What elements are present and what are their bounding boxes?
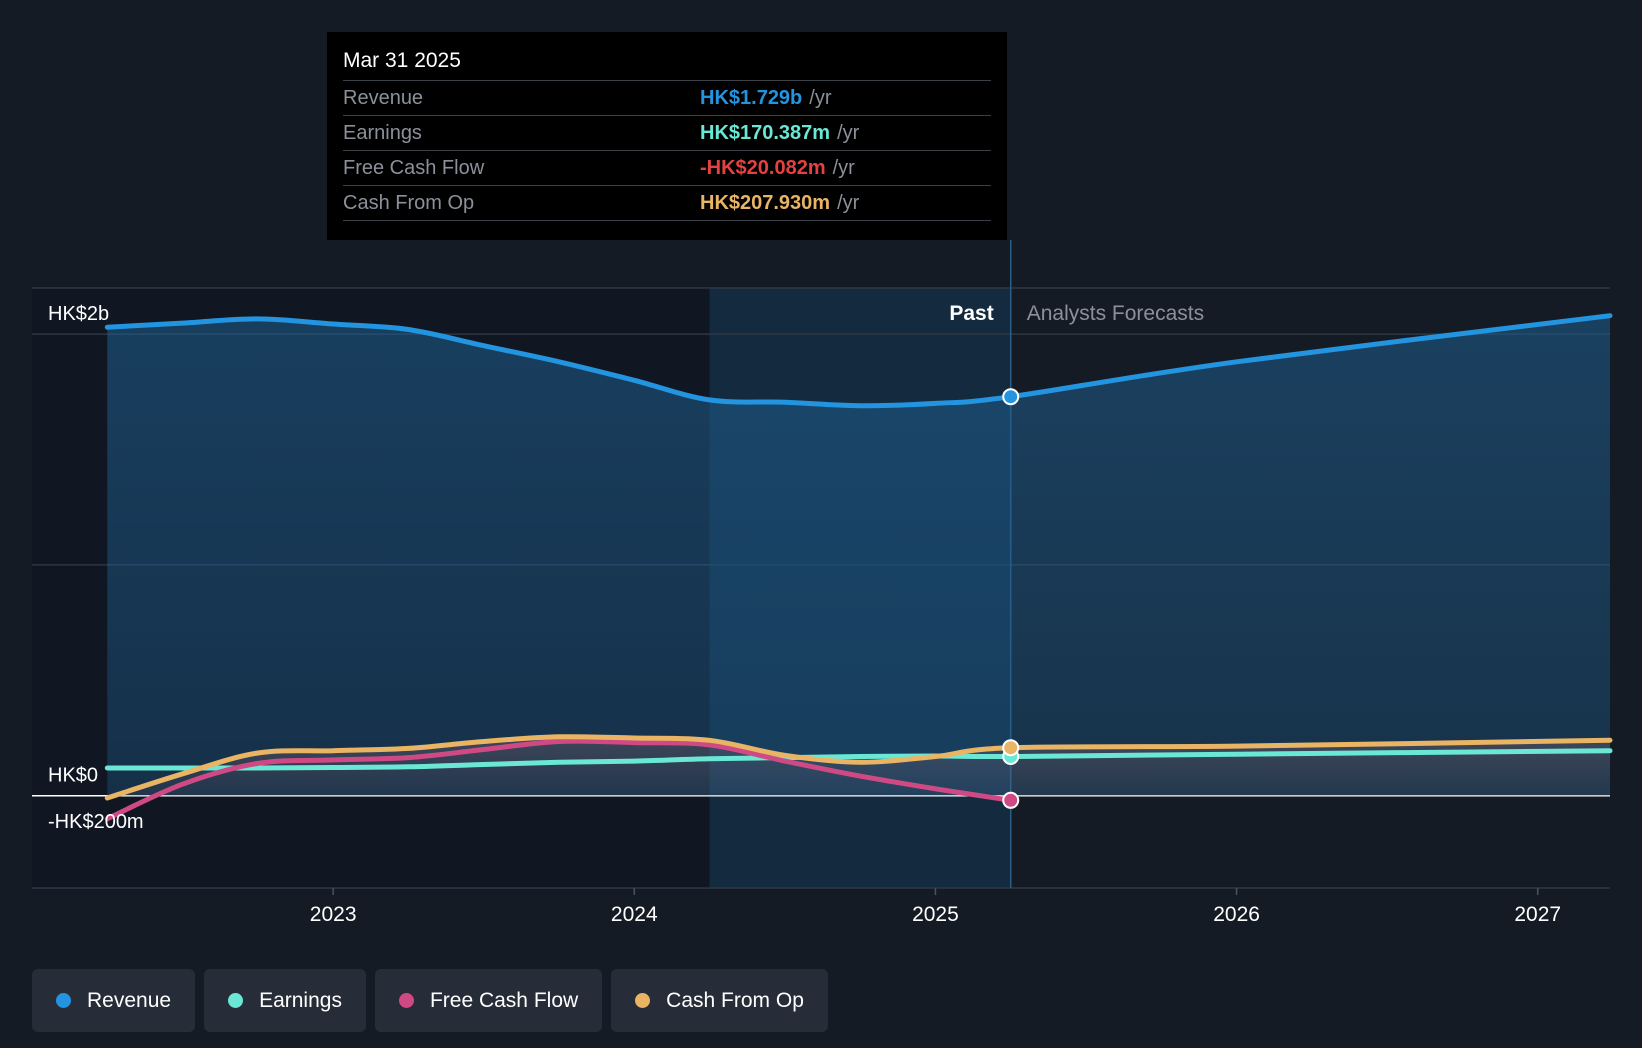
cash-from-op-line bbox=[104, 734, 1613, 801]
legend-label: Revenue bbox=[87, 988, 172, 1012]
cash-from-op-point bbox=[1002, 739, 1020, 757]
revenue-area bbox=[107, 315, 1610, 796]
legend-item-revenue[interactable]: Revenue bbox=[32, 969, 196, 1032]
tooltip-value: HK$170.387m bbox=[700, 121, 831, 144]
y-tick-label: -HK$200m bbox=[48, 811, 144, 833]
earnings-line bbox=[104, 748, 1613, 771]
tooltip-unit: /yr bbox=[837, 191, 860, 214]
legend-label: Earnings bbox=[259, 988, 342, 1012]
tooltip-unit: /yr bbox=[837, 121, 860, 144]
legend-dot-icon bbox=[56, 993, 71, 1008]
tooltip-row-free-cash-flow: Free Cash Flow -HK$20.082m /yr bbox=[343, 150, 991, 185]
legend-dot-icon bbox=[228, 993, 244, 1008]
tooltip-row-earnings: Earnings HK$170.387m /yr bbox=[343, 115, 991, 150]
y-tick-label: HK$0 bbox=[48, 765, 98, 787]
x-tick-label: 2024 bbox=[611, 903, 658, 926]
legend-dot-icon bbox=[635, 993, 651, 1008]
tooltip-label: Revenue bbox=[343, 86, 424, 109]
tooltip-row-cash-from-op: Cash From Op HK$207.930m /yr bbox=[343, 185, 991, 221]
x-tick-label: 2027 bbox=[1514, 903, 1561, 926]
tooltip-label: Free Cash Flow bbox=[343, 156, 485, 179]
tooltip-row-revenue: Revenue HK$1.729b /yr bbox=[343, 80, 991, 115]
x-tick-label: 2026 bbox=[1213, 903, 1260, 926]
legend: Revenue Earnings Free Cash Flow Cash Fro… bbox=[32, 969, 828, 1032]
tooltip-date: Mar 31 2025 bbox=[343, 49, 461, 72]
tooltip-label: Earnings bbox=[343, 121, 422, 144]
forecast-label: Analysts Forecasts bbox=[1027, 302, 1204, 325]
legend-label: Free Cash Flow bbox=[429, 988, 579, 1012]
tooltip-value: -HK$20.082m bbox=[700, 156, 826, 179]
tooltip-value: HK$207.930m bbox=[700, 191, 831, 214]
revenue-point bbox=[1002, 388, 1020, 406]
legend-label: Cash From Op bbox=[666, 988, 804, 1012]
legend-item-earnings[interactable]: Earnings bbox=[204, 969, 366, 1032]
legend-dot-icon bbox=[398, 993, 414, 1008]
legend-item-free-cash-flow[interactable]: Free Cash Flow bbox=[374, 969, 603, 1032]
tooltip-unit: /yr bbox=[809, 86, 832, 109]
past-label: Past bbox=[949, 302, 993, 325]
tooltip-unit: /yr bbox=[832, 156, 855, 179]
y-tick-label: HK$2b bbox=[48, 303, 109, 325]
free-cash-flow-line bbox=[104, 738, 1014, 822]
tooltip: Mar 31 2025 Revenue HK$1.729b /yr Earnin… bbox=[327, 32, 1007, 240]
revenue-line bbox=[104, 313, 1613, 409]
x-tick-label: 2025 bbox=[912, 903, 959, 926]
free-cash-flow-point bbox=[1002, 791, 1020, 809]
tooltip-label: Cash From Op bbox=[343, 191, 475, 214]
legend-item-cash-from-op[interactable]: Cash From Op bbox=[611, 969, 828, 1032]
x-tick-label: 2023 bbox=[310, 903, 357, 926]
tooltip-value: HK$1.729b bbox=[700, 86, 803, 109]
